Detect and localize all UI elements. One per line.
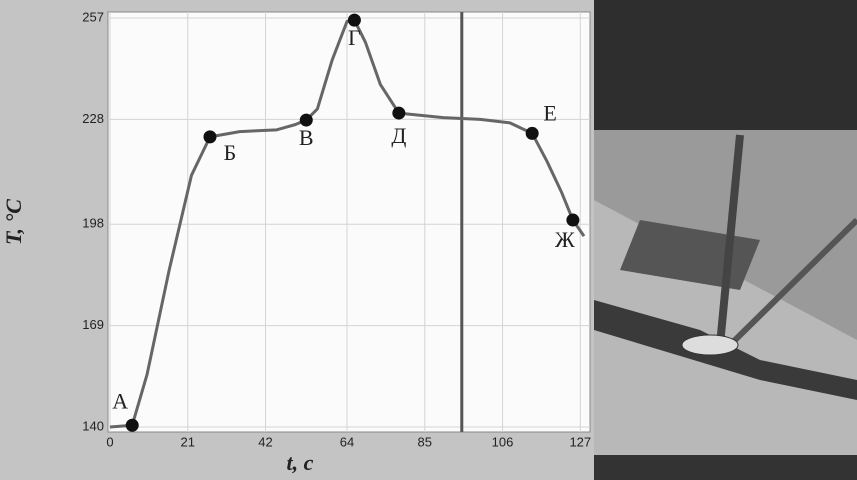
key-point <box>392 106 406 120</box>
y-tick-label: 257 <box>82 9 104 24</box>
point-label: Е <box>543 100 556 125</box>
x-tick-label: 42 <box>258 434 272 449</box>
point-label: А <box>112 388 128 413</box>
x-tick-label: 106 <box>492 434 514 449</box>
key-point <box>299 113 313 127</box>
y-tick-label: 140 <box>82 418 104 433</box>
key-point <box>125 418 139 432</box>
y-tick-label: 169 <box>82 317 104 332</box>
x-tick-label: 64 <box>340 434 354 449</box>
key-point <box>203 130 217 144</box>
x-axis-label: t, c <box>287 450 314 475</box>
y-tick-label: 228 <box>82 111 104 126</box>
key-point <box>566 213 580 227</box>
y-axis-label: T, °C <box>1 199 26 245</box>
point-label: В <box>299 125 314 150</box>
point-label: Ж <box>555 227 575 252</box>
y-tick-label: 198 <box>82 216 104 231</box>
point-label: Б <box>224 140 237 165</box>
plot-area <box>107 11 591 433</box>
photo <box>594 0 857 480</box>
point-label: Г <box>348 25 361 50</box>
key-point <box>525 126 539 140</box>
x-tick-label: 85 <box>418 434 432 449</box>
x-tick-label: 127 <box>569 434 591 449</box>
x-tick-label: 21 <box>181 434 195 449</box>
x-tick-label: 0 <box>106 434 113 449</box>
point-label: Д <box>391 123 406 148</box>
key-point <box>347 13 361 27</box>
